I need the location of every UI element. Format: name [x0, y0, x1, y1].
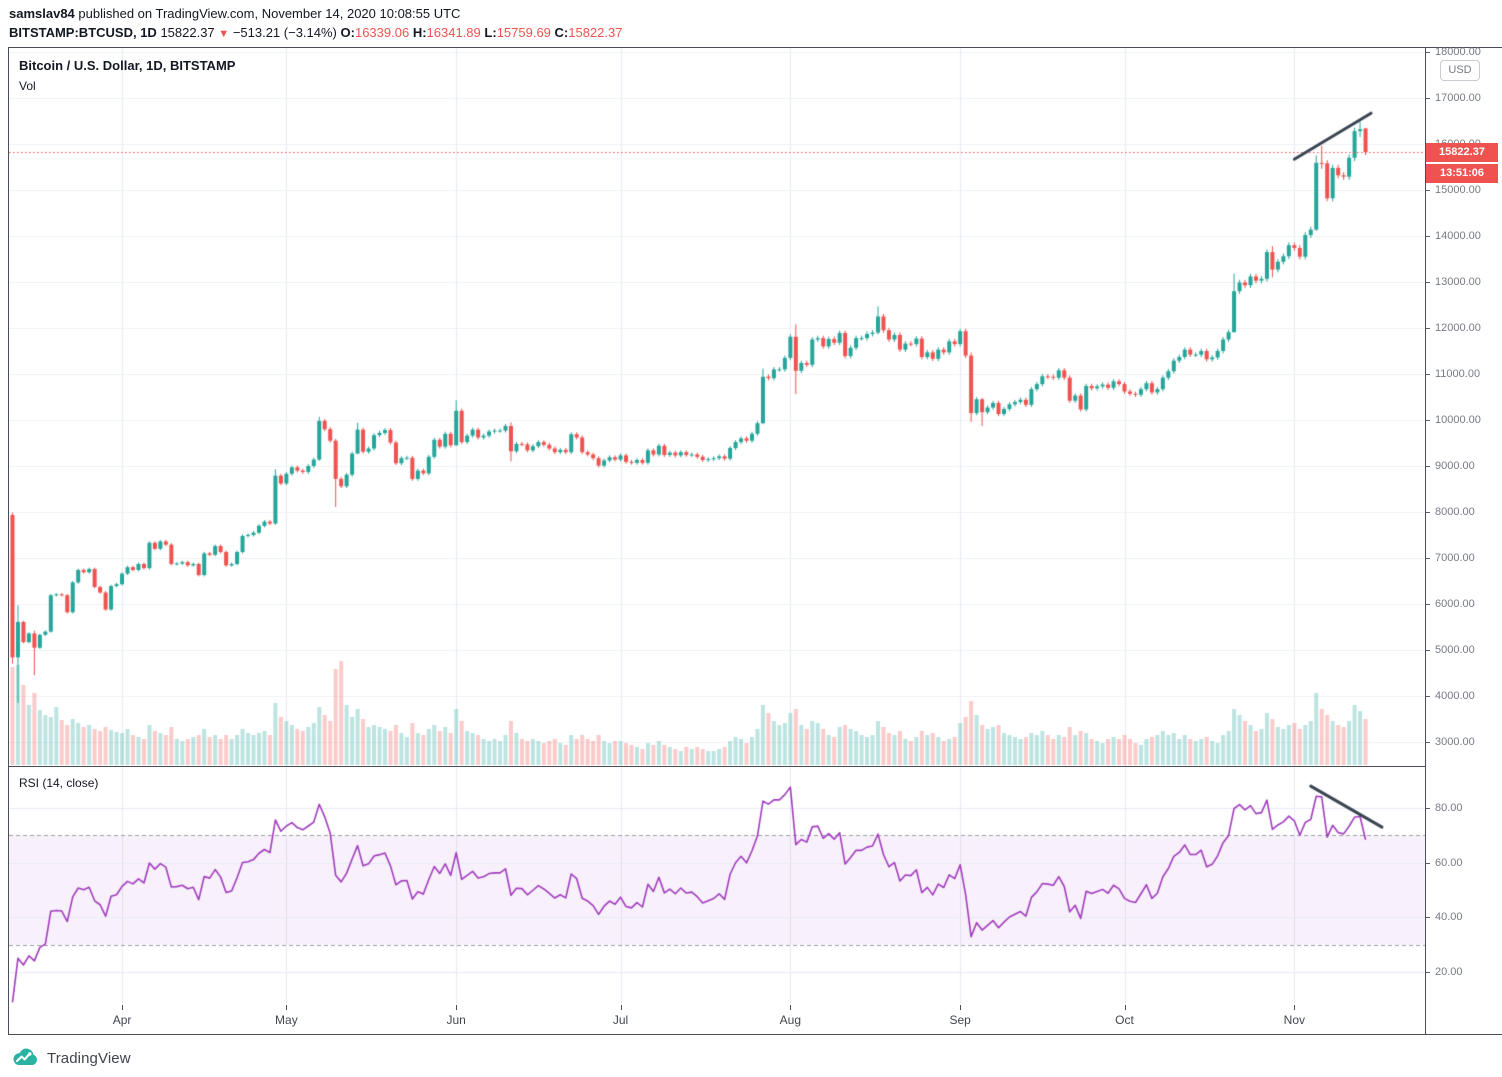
- tradingview-logo-text: TradingView: [47, 1049, 131, 1067]
- time-axis-tick: [790, 1005, 791, 1010]
- price-axis-label: 3000.00: [1426, 735, 1502, 749]
- time-axis-month-label: Oct: [1115, 1013, 1134, 1027]
- time-axis[interactable]: Apr May Jun Jul Aug Sep Oct Nov: [9, 1005, 1425, 1034]
- price-axis-label: 6000.00: [1426, 597, 1502, 611]
- open-label: O:: [340, 25, 355, 40]
- time-axis-tick: [1294, 1005, 1295, 1010]
- time-axis-month-label: May: [275, 1013, 298, 1027]
- low-label: L:: [484, 25, 497, 40]
- time-axis-tick: [286, 1005, 287, 1010]
- symbol-name: BITSTAMP:BTCUSD, 1D: [9, 25, 157, 40]
- volume-legend: Vol: [19, 79, 36, 93]
- rsi-axis-label: 80.00: [1426, 801, 1502, 815]
- price-axis-label: 18000.00: [1426, 45, 1502, 59]
- time-axis-tick: [1125, 1005, 1126, 1010]
- chart-legend-title: Bitcoin / U.S. Dollar, 1D, BITSTAMP: [19, 58, 236, 73]
- price-axis-label: 13000.00: [1426, 275, 1502, 289]
- symbol-last-price: 15822.37: [160, 25, 215, 40]
- currency-toggle-button[interactable]: USD: [1440, 60, 1480, 81]
- rsi-legend: RSI (14, close): [19, 776, 99, 790]
- chart-frame: Bitcoin / U.S. Dollar, 1D, BITSTAMP Vol …: [8, 45, 1502, 1035]
- price-axis-label: 9000.00: [1426, 459, 1502, 473]
- price-axis[interactable]: USD 15822.37 13:51:06 18000.0017000.0016…: [1425, 45, 1502, 1034]
- high-value: 16341.89: [426, 25, 481, 40]
- time-axis-month-label: Jul: [612, 1013, 629, 1027]
- time-axis-tick: [960, 1005, 961, 1010]
- time-axis-month-label: Apr: [112, 1013, 132, 1027]
- price-change: −513.21 (−3.14%): [232, 25, 337, 40]
- time-axis-tick: [122, 1005, 123, 1010]
- price-axis-label: 14000.00: [1426, 229, 1502, 243]
- countdown-badge: 13:51:06: [1426, 164, 1498, 183]
- rsi-axis-label: 60.00: [1426, 856, 1502, 870]
- price-axis-label: 11000.00: [1426, 367, 1502, 381]
- rsi-axis-label: 40.00: [1426, 910, 1502, 924]
- byline-username: samslav84: [9, 6, 75, 21]
- price-axis-label: 8000.00: [1426, 505, 1502, 519]
- price-axis-label: 12000.00: [1426, 321, 1502, 335]
- price-axis-label: 17000.00: [1426, 91, 1502, 105]
- pane-separator[interactable]: [9, 766, 1502, 767]
- time-axis-month-label: Sep: [949, 1013, 971, 1027]
- price-down-arrow-icon: ▼: [218, 28, 230, 40]
- tradingview-logo-link[interactable]: TradingView: [12, 1045, 131, 1071]
- time-axis-month-label: Jun: [446, 1013, 466, 1027]
- low-value: 15759.69: [496, 25, 551, 40]
- time-axis-tick: [621, 1005, 622, 1010]
- rsi-axis-label: 20.00: [1426, 965, 1502, 979]
- symbol-status-line: BITSTAMP:BTCUSD, 1D 15822.37 ▼ −513.21 (…: [9, 25, 623, 40]
- price-axis-label: 7000.00: [1426, 551, 1502, 565]
- price-axis-label: 5000.00: [1426, 643, 1502, 657]
- price-axis-label: 10000.00: [1426, 413, 1502, 427]
- price-axis-label: 4000.00: [1426, 689, 1502, 703]
- time-axis-month-label: Aug: [779, 1013, 802, 1027]
- open-value: 16339.06: [354, 25, 410, 40]
- last-price-badge: 15822.37: [1426, 143, 1498, 162]
- byline-text: published on TradingView.com, November 1…: [74, 6, 461, 21]
- price-chart-canvas[interactable]: [9, 48, 1425, 1004]
- price-axis-label: 15000.00: [1426, 183, 1502, 197]
- time-axis-tick: [456, 1005, 457, 1010]
- byline: samslav84 published on TradingView.com, …: [9, 6, 460, 21]
- tradingview-logo-icon: [13, 1048, 38, 1065]
- close-label: C:: [554, 25, 569, 40]
- high-label: H:: [412, 25, 427, 40]
- time-axis-month-label: Nov: [1283, 1013, 1305, 1027]
- close-value: 15822.37: [568, 25, 623, 40]
